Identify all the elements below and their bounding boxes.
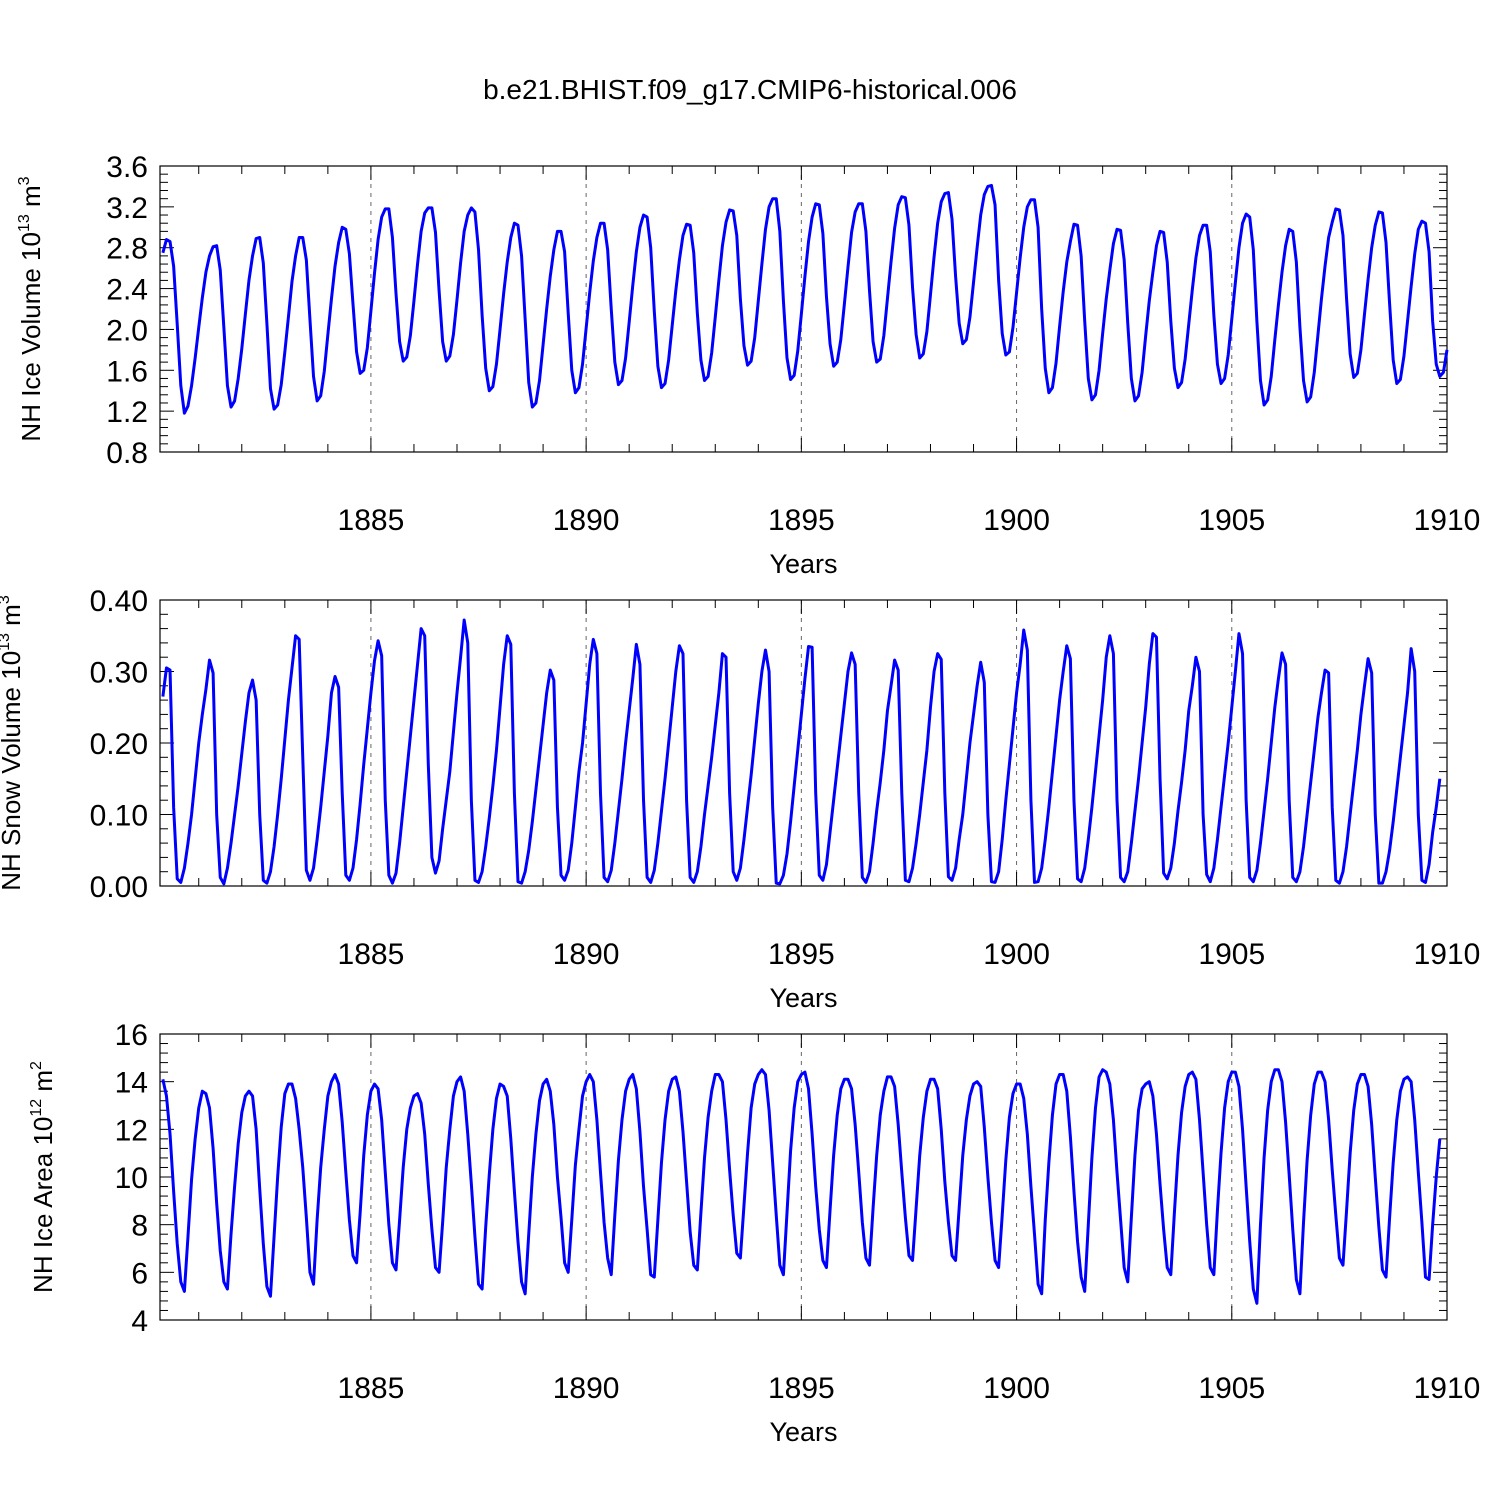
x-tick-label: 1885 bbox=[338, 938, 405, 971]
x-tick-label: 1895 bbox=[768, 504, 835, 537]
y-tick-label: 2.4 bbox=[106, 274, 148, 307]
x-tick-label: 1890 bbox=[553, 504, 620, 537]
figure-title: b.e21.BHIST.f09_g17.CMIP6-historical.006 bbox=[483, 74, 1017, 105]
series-line-nh-ice-area bbox=[161, 1068, 1442, 1305]
series-line-nh-ice-volume bbox=[161, 183, 1449, 415]
y-tick-label: 2.8 bbox=[106, 233, 148, 266]
y-tick-label: 4 bbox=[131, 1305, 148, 1338]
x-tick-label: 1910 bbox=[1414, 1372, 1481, 1405]
chart-panel-3: 4 6 8 10 12 14 16 1885 1890 1895 1900 1905 1910 Years… bbox=[28, 1019, 1480, 1447]
y-tick-label: 1.2 bbox=[106, 396, 148, 429]
x-tick-label: 1900 bbox=[983, 1372, 1050, 1405]
y-tick-label: 12 bbox=[115, 1114, 148, 1147]
chart-panel-2: 0.00 0.10 0.20 0.30 0.40 1885 1890 1895 1900 1905… bbox=[0, 585, 1480, 1013]
y-tick-label: 0.00 bbox=[90, 871, 148, 904]
x-tick-label: 1900 bbox=[983, 504, 1050, 537]
y-tick-label: 1.6 bbox=[106, 355, 148, 388]
x-tick-label: 1910 bbox=[1414, 938, 1481, 971]
y-tick-label: 3.2 bbox=[106, 192, 148, 225]
y-tick-label: 0.8 bbox=[106, 437, 148, 470]
x-tick-label: 1905 bbox=[1198, 1372, 1265, 1405]
y-tick-label: 0.20 bbox=[90, 728, 148, 761]
x-tick-label: 1890 bbox=[553, 1372, 620, 1405]
y-tick-label: 0.10 bbox=[90, 800, 148, 833]
y-tick-label: 2.0 bbox=[106, 314, 148, 347]
x-tick-label: 1900 bbox=[983, 938, 1050, 971]
plot-frame bbox=[159, 599, 1448, 887]
y-tick-label: 10 bbox=[115, 1162, 148, 1195]
x-tick-label: 1905 bbox=[1198, 504, 1265, 537]
y-axis-label: NH Ice Volume 1013 m3 bbox=[16, 176, 46, 441]
x-tick-label: 1895 bbox=[768, 938, 835, 971]
x-tick-label: 1885 bbox=[338, 504, 405, 537]
y-axis-label: NH Snow Volume 1013 m3 bbox=[0, 595, 26, 891]
y-tick-label: 16 bbox=[115, 1019, 148, 1052]
x-axis-label: Years bbox=[769, 1417, 837, 1447]
x-tick-label: 1895 bbox=[768, 1372, 835, 1405]
plot-frame bbox=[159, 1033, 1448, 1321]
y-tick-label: 14 bbox=[115, 1067, 148, 1100]
y-axis-label: NH Ice Area 1012 m2 bbox=[28, 1061, 58, 1293]
x-axis-label: Years bbox=[769, 983, 837, 1013]
plot-frame bbox=[159, 165, 1448, 453]
y-tick-label: 0.40 bbox=[90, 585, 148, 618]
chart-panel-1: 0.8 1.2 1.6 2.0 2.4 2.8 3.2 3.6 1885 1890 1895 1900… bbox=[16, 151, 1480, 579]
x-tick-label: 1905 bbox=[1198, 938, 1265, 971]
y-tick-label: 0.30 bbox=[90, 657, 148, 690]
series-line-nh-snow-volume bbox=[161, 618, 1442, 886]
y-tick-label: 6 bbox=[131, 1257, 148, 1290]
y-tick-label: 8 bbox=[131, 1210, 148, 1243]
x-tick-label: 1910 bbox=[1414, 504, 1481, 537]
x-tick-label: 1890 bbox=[553, 938, 620, 971]
x-tick-label: 1885 bbox=[338, 1372, 405, 1405]
x-axis-label: Years bbox=[769, 549, 837, 579]
y-tick-label: 3.6 bbox=[106, 151, 148, 184]
